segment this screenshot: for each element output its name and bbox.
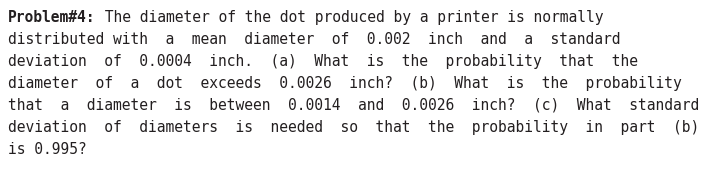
Text: Problem#4:: Problem#4: — [8, 10, 95, 25]
Text: that  a  diameter  is  between  0.0014  and  0.0026  inch?  (c)  What  standard: that a diameter is between 0.0014 and 0.… — [8, 98, 699, 113]
Text: deviation  of  0.0004  inch.  (a)  What  is  the  probability  that  the: deviation of 0.0004 inch. (a) What is th… — [8, 54, 638, 69]
Text: deviation  of  diameters  is  needed  so  that  the  probability  in  part  (b): deviation of diameters is needed so that… — [8, 120, 699, 135]
Text: The diameter of the dot produced by a printer is normally: The diameter of the dot produced by a pr… — [95, 10, 603, 25]
Text: diameter  of  a  dot  exceeds  0.0026  inch?  (b)  What  is  the  probability: diameter of a dot exceeds 0.0026 inch? (… — [8, 76, 682, 91]
Text: distributed with  a  mean  diameter  of  0.002  inch  and  a  standard: distributed with a mean diameter of 0.00… — [8, 32, 620, 47]
Text: is 0.995?: is 0.995? — [8, 142, 87, 157]
